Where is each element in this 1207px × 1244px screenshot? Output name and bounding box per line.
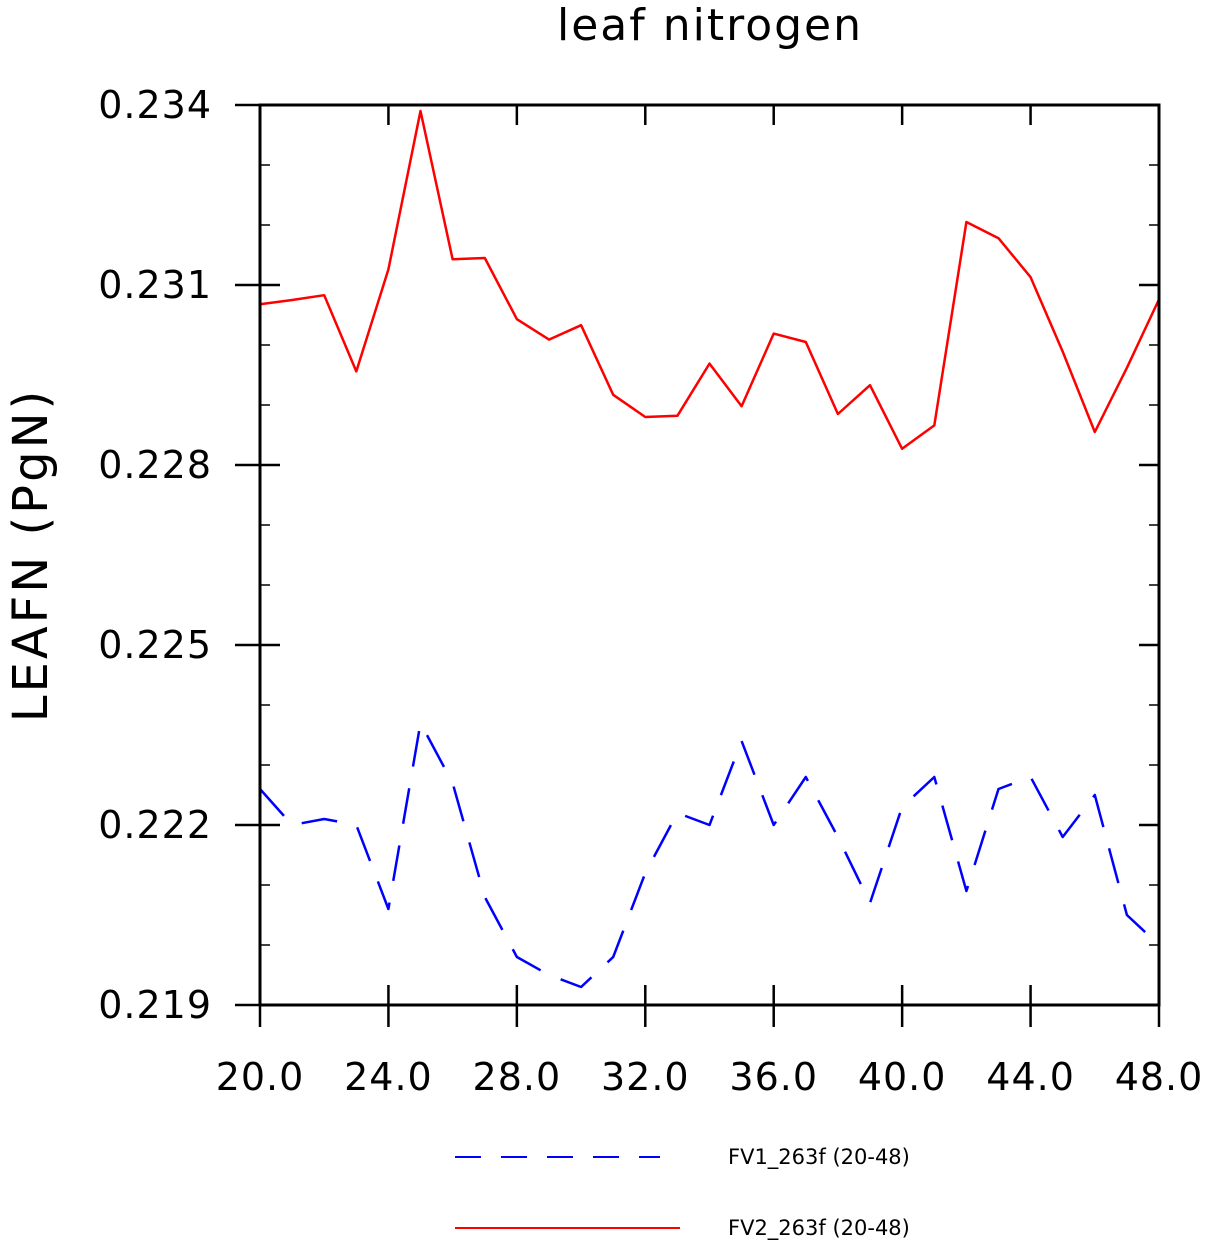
y-tick-label: 0.225 (98, 623, 212, 667)
x-tick-label: 20.0 (216, 1055, 305, 1099)
x-tick-label: 24.0 (344, 1055, 433, 1099)
y-tick-label: 0.219 (98, 983, 212, 1027)
x-tick-label: 36.0 (729, 1055, 818, 1099)
x-tick-label: 28.0 (473, 1055, 562, 1099)
legend-label-2: FV2_263f (20-48) (728, 1216, 910, 1241)
plot-frame (258, 103, 1161, 1007)
y-axis-label: LEAFN (PgN) (3, 388, 59, 722)
chart-title: leaf nitrogen (557, 0, 863, 51)
y-tick-label: 0.231 (98, 263, 212, 307)
tick-labels: 0.219 0.222 0.225 0.228 0.231 0.234 20.0 24.0 28… (98, 83, 1204, 1099)
x-tick-label: 32.0 (601, 1055, 690, 1099)
series-line-1 (259, 721, 1160, 989)
x-tick-label: 40.0 (858, 1055, 947, 1099)
x-tick-label: 48.0 (1115, 1055, 1204, 1099)
y-tick-label: 0.228 (98, 443, 212, 487)
legend-label-1: FV1_263f (20-48) (728, 1145, 910, 1170)
y-tick-label: 0.222 (98, 803, 212, 847)
legend: FV1_263f (20-48) FV2_263f (20-48) (455, 1145, 910, 1241)
series-line-2 (259, 109, 1161, 451)
y-tick-label: 0.234 (98, 83, 212, 127)
axis-ticks (235, 103, 1161, 1027)
x-tick-label: 44.0 (986, 1055, 1075, 1099)
series-lines (259, 109, 1161, 989)
